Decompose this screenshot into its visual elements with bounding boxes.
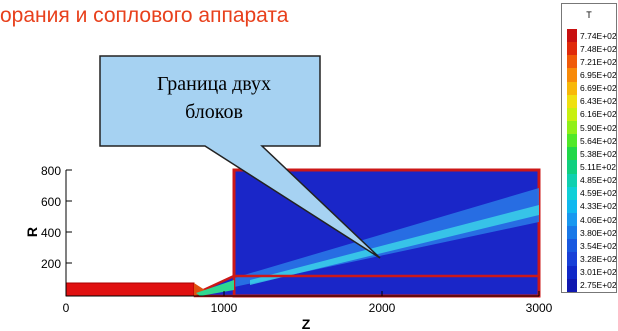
legend-label: 6.16E+02 [580,109,617,120]
x-axis-label: Z [302,316,311,331]
legend-swatch [567,147,577,161]
legend-title: T [586,10,592,20]
legend-label: 3.01E+02 [580,267,617,278]
legend-label: 3.80E+02 [580,227,617,238]
legend-entry: 2.75E+02 [567,278,617,292]
legend-swatch [567,265,577,279]
slide-title: орания и соплового аппарата [0,4,289,27]
jet-plume [234,188,539,287]
legend-entry: 4.06E+02 [567,212,617,227]
callout-bubble [99,55,381,259]
y-tick-label-600: 600 [41,195,61,209]
legend-entry: 6.16E+02 [567,107,617,121]
legend-swatch [567,107,577,121]
y-tick-label-400: 400 [41,226,61,240]
combustion-chamber [65,282,195,297]
legend-label: 4.33E+02 [580,201,617,212]
legend-entry: 5.90E+02 [567,120,617,135]
legend-swatch [567,199,577,213]
legend-label: 5.38E+02 [580,148,617,159]
legend-entry: 3.80E+02 [567,226,617,240]
legend-swatch [567,68,577,82]
callout-line-2: блоков [185,101,243,123]
x-tick-label-0: 0 [63,301,70,315]
legend-swatch [567,226,577,240]
legend-swatch [567,81,577,95]
legend-entry: 4.59E+02 [567,186,617,200]
legend-label: 6.43E+02 [580,96,617,107]
legend-entry: 3.28E+02 [567,252,617,266]
legend-swatch [567,252,577,266]
legend-entry: 5.11E+02 [567,160,617,174]
legend-entry: 5.38E+02 [567,147,617,161]
legend-label: 2.75E+02 [580,280,617,291]
callout-text: Граница двух блоков [106,70,322,126]
legend-items: 7.74E+02 7.48E+02 7.21E+02 6.95E+02 6.69E+02… [567,29,617,292]
x-tick-label-3000: 3000 [526,301,553,315]
x-tick-label-2000: 2000 [369,301,396,315]
legend-label: 6.69E+02 [580,83,617,94]
legend-entry: 4.33E+02 [567,199,617,213]
legend-label: 7.48E+02 [580,43,617,54]
legend-swatch [567,55,577,69]
legend-swatch [567,173,577,187]
legend-entry: 6.95E+02 [567,68,617,82]
legend-entry: 7.21E+02 [567,55,617,69]
legend-entry: 6.69E+02 [567,81,617,95]
legend-swatch [567,212,577,227]
y-axis-label: R [24,227,40,237]
legend-swatch [567,42,577,56]
legend-label: 6.95E+02 [580,69,617,80]
legend-label: 3.28E+02 [580,253,617,264]
legend-entry: 7.48E+02 [567,42,617,56]
legend-label: 4.85E+02 [580,175,617,186]
legend-entry: 7.74E+02 [567,29,617,43]
legend-label: 7.74E+02 [580,30,617,41]
legend-label: 5.90E+02 [580,122,617,133]
callout-line-1: Граница двух [156,73,272,95]
legend-swatch [567,94,577,108]
legend-swatch [567,134,577,148]
legend-entry: 6.43E+02 [567,94,617,108]
legend-swatch [567,278,577,292]
legend-label: 5.64E+02 [580,135,617,146]
y-tick-label-200: 200 [41,257,61,271]
legend-entry: 4.85E+02 [567,173,617,187]
y-tick-label-800: 800 [41,164,61,178]
legend-entry: 5.64E+02 [567,134,617,148]
legend-swatch [567,120,577,135]
legend-swatch [567,239,577,253]
temperature-legend: T 7.74E+02 7.48E+02 7.21E+02 6.95E+02 6.69E+… [561,3,617,293]
legend-label: 7.21E+02 [580,56,617,67]
legend-swatch [567,160,577,174]
legend-label: 4.59E+02 [580,188,617,199]
legend-label: 4.06E+02 [580,214,617,225]
nozzle-exit-flow [196,280,234,296]
legend-swatch [567,186,577,200]
jet-core [250,205,539,285]
x-tick-label-1000: 1000 [211,301,238,315]
legend-label: 3.54E+02 [580,240,617,251]
legend-entry: 3.54E+02 [567,239,617,253]
legend-entry: 3.01E+02 [567,265,617,279]
legend-label: 5.11E+02 [580,161,617,172]
legend-swatch [567,29,577,43]
